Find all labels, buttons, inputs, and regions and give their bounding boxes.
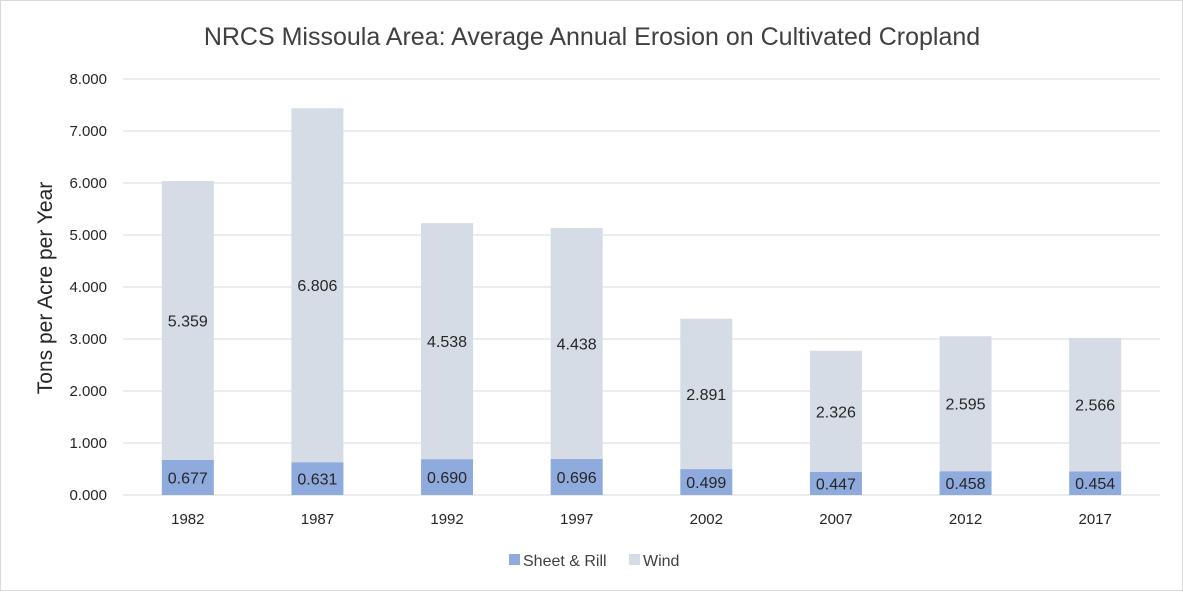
y-tick-label: 3.000 — [69, 331, 107, 348]
data-label: 0.631 — [297, 472, 337, 489]
x-axis-ticks: 1982 1987 1992 1997 2002 2007 2012 2017 — [171, 511, 1112, 528]
x-tick-label: 2017 — [1079, 511, 1112, 528]
y-axis-ticks: 0.000 1.000 2.000 3.000 4.000 5.000 6.000 7.000… — [69, 71, 107, 504]
bar-sheet-rill-1992 — [421, 459, 474, 495]
data-label: 0.499 — [686, 475, 726, 492]
chart-title: NRCS Missoula Area: Average Annual Erosi… — [204, 23, 980, 51]
data-label: 0.454 — [1075, 476, 1115, 493]
y-tick-label: 8.000 — [69, 71, 107, 88]
x-tick-label: 1987 — [301, 511, 334, 528]
data-label: 0.677 — [168, 470, 208, 487]
data-label: 5.359 — [168, 313, 208, 330]
gridlines — [123, 78, 1160, 496]
x-tick-label: 2007 — [819, 511, 852, 528]
legend-swatch — [509, 554, 520, 565]
legend-label: Sheet & Rill — [523, 553, 607, 570]
data-label: 4.438 — [557, 336, 597, 353]
bar-wind-2007 — [809, 350, 862, 472]
legend-label: Wind — [643, 553, 679, 570]
bars: 0.677 5.359 0.631 6.806 0.690 4.538 0.696 4.438… — [161, 108, 1122, 495]
y-tick-label: 6.000 — [69, 175, 107, 192]
y-tick-label: 1.000 — [69, 435, 107, 452]
data-label: 2.326 — [816, 404, 856, 421]
y-axis-label: Tons per Acre per Year — [34, 182, 57, 394]
data-label: 0.458 — [946, 476, 986, 493]
data-label: 6.806 — [297, 278, 337, 295]
data-label: 2.595 — [946, 397, 986, 414]
bar-wind-2017 — [1069, 337, 1122, 472]
bar-sheet-rill-1982 — [161, 459, 214, 495]
data-label: 0.690 — [427, 470, 467, 487]
y-tick-label: 0.000 — [69, 487, 107, 504]
data-label: 4.538 — [427, 334, 467, 351]
bar-wind-1982 — [161, 181, 214, 460]
bar-sheet-rill-1997 — [550, 458, 603, 495]
bar-sheet-rill-2007 — [809, 471, 862, 495]
bar-wind-1997 — [550, 228, 603, 459]
data-label: 0.696 — [557, 470, 597, 487]
bar-wind-2012 — [939, 336, 992, 472]
bar-sheet-rill-2017 — [1069, 471, 1122, 495]
x-tick-label: 1997 — [560, 511, 593, 528]
legend-swatch — [629, 554, 640, 565]
bar-sheet-rill-2012 — [939, 471, 992, 495]
legend: Sheet & Rill Wind — [509, 553, 679, 570]
x-tick-label: 1982 — [171, 511, 204, 528]
y-tick-label: 2.000 — [69, 383, 107, 400]
data-label: 2.891 — [686, 387, 726, 404]
bar-sheet-rill-2002 — [680, 469, 733, 495]
y-tick-label: 7.000 — [69, 123, 107, 140]
x-tick-label: 2012 — [949, 511, 982, 528]
data-label: 0.447 — [816, 476, 856, 493]
x-tick-label: 2002 — [690, 511, 723, 528]
bar-wind-2002 — [680, 318, 733, 470]
x-tick-label: 1992 — [430, 511, 463, 528]
data-label: 2.566 — [1075, 398, 1115, 415]
bar-sheet-rill-1987 — [291, 462, 344, 495]
y-tick-label: 4.000 — [69, 279, 107, 296]
bar-wind-1987 — [291, 108, 344, 463]
bar-wind-1992 — [421, 223, 474, 460]
y-tick-label: 5.000 — [69, 227, 107, 244]
